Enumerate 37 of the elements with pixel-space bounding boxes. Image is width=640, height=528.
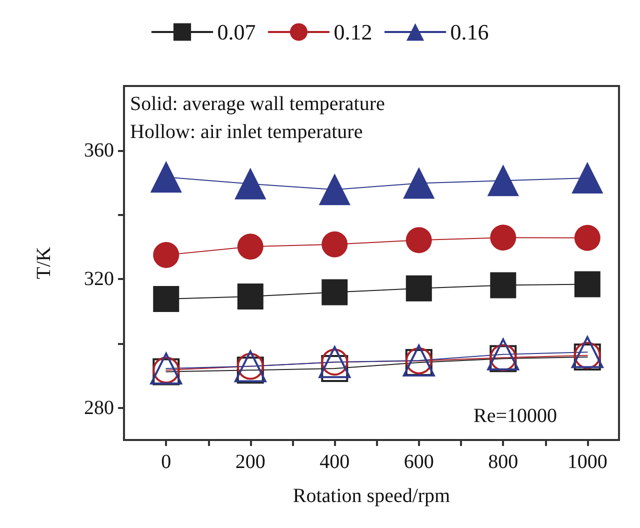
point xyxy=(153,242,180,268)
point xyxy=(574,271,600,298)
y-tick-label: 320 xyxy=(84,268,114,290)
point xyxy=(487,338,520,370)
point xyxy=(488,165,519,196)
point xyxy=(237,234,264,260)
point xyxy=(572,162,603,194)
annotation: Hollow: air inlet temperature xyxy=(130,121,363,143)
x-tick-label: 200 xyxy=(235,451,266,473)
annotation: Re=10000 xyxy=(474,405,558,427)
annotation: Solid: average wall temperature xyxy=(130,93,386,115)
point xyxy=(234,168,266,200)
x-tick-label: 0 xyxy=(161,451,172,473)
legend-label: 0.07 xyxy=(217,20,256,44)
legend-label: 0.12 xyxy=(334,20,372,44)
y-axis-title: T/K xyxy=(33,246,55,280)
y-tick-label: 360 xyxy=(84,139,114,162)
point xyxy=(322,279,348,306)
point xyxy=(490,272,516,298)
point xyxy=(237,283,264,310)
point xyxy=(406,275,432,302)
point xyxy=(403,168,434,199)
y-tick-label: 280 xyxy=(84,396,114,419)
legend-label: 0.16 xyxy=(450,20,489,44)
x-tick-label: 600 xyxy=(404,451,434,473)
point xyxy=(153,286,180,312)
x-tick-label: 400 xyxy=(320,451,350,473)
point xyxy=(406,227,432,254)
point xyxy=(150,162,182,193)
point xyxy=(490,224,516,251)
point xyxy=(574,224,600,251)
x-axis-title: Rotation speed/rpm xyxy=(292,485,451,507)
x-tick-label: 1000 xyxy=(567,451,608,473)
x-tick-label: 800 xyxy=(488,451,518,473)
point xyxy=(319,174,350,206)
point xyxy=(322,231,348,258)
point xyxy=(571,336,604,368)
